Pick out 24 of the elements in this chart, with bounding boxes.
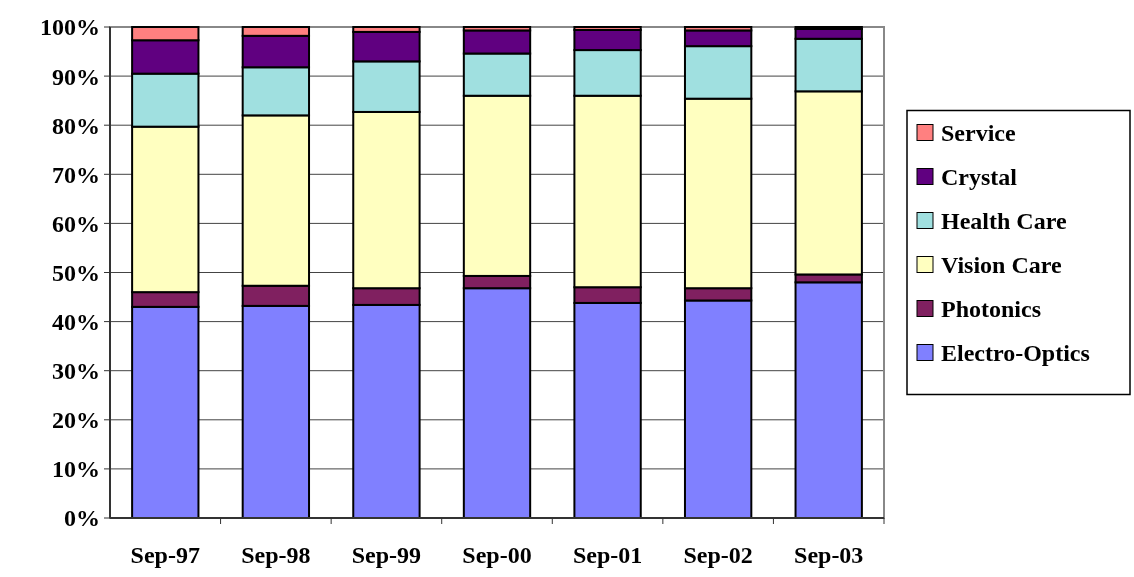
- legend-label: Electro-Optics: [941, 339, 1090, 366]
- legend-label: Service: [941, 119, 1016, 146]
- y-tick-label: 70%: [52, 161, 100, 188]
- x-tick-label: Sep-03: [794, 542, 864, 568]
- legend-label: Health Care: [941, 207, 1067, 234]
- legend-label: Crystal: [941, 163, 1018, 190]
- x-tick-label: Sep-02: [683, 542, 753, 568]
- legend-label: Photonics: [941, 295, 1042, 322]
- x-tick-label: Sep-01: [572, 542, 643, 568]
- y-tick-label: 60%: [52, 210, 100, 237]
- y-tick-label: 90%: [52, 63, 100, 90]
- x-tick-label: Sep-00: [462, 542, 532, 568]
- y-tick-label: 0%: [64, 505, 100, 532]
- y-tick-label: 100%: [40, 14, 100, 41]
- y-tick-label: 40%: [52, 309, 100, 335]
- x-tick-label: Sep-99: [351, 542, 422, 568]
- x-tick-label: Sep-97: [130, 542, 200, 568]
- y-tick-label: 30%: [52, 358, 100, 385]
- x-tick-label: Sep-98: [241, 542, 311, 568]
- y-tick-label: 10%: [52, 456, 100, 483]
- legend-label: Vision Care: [941, 251, 1063, 278]
- y-tick-label: 20%: [52, 407, 100, 434]
- y-tick-label: 50%: [52, 259, 100, 286]
- y-tick-label: 80%: [52, 112, 100, 139]
